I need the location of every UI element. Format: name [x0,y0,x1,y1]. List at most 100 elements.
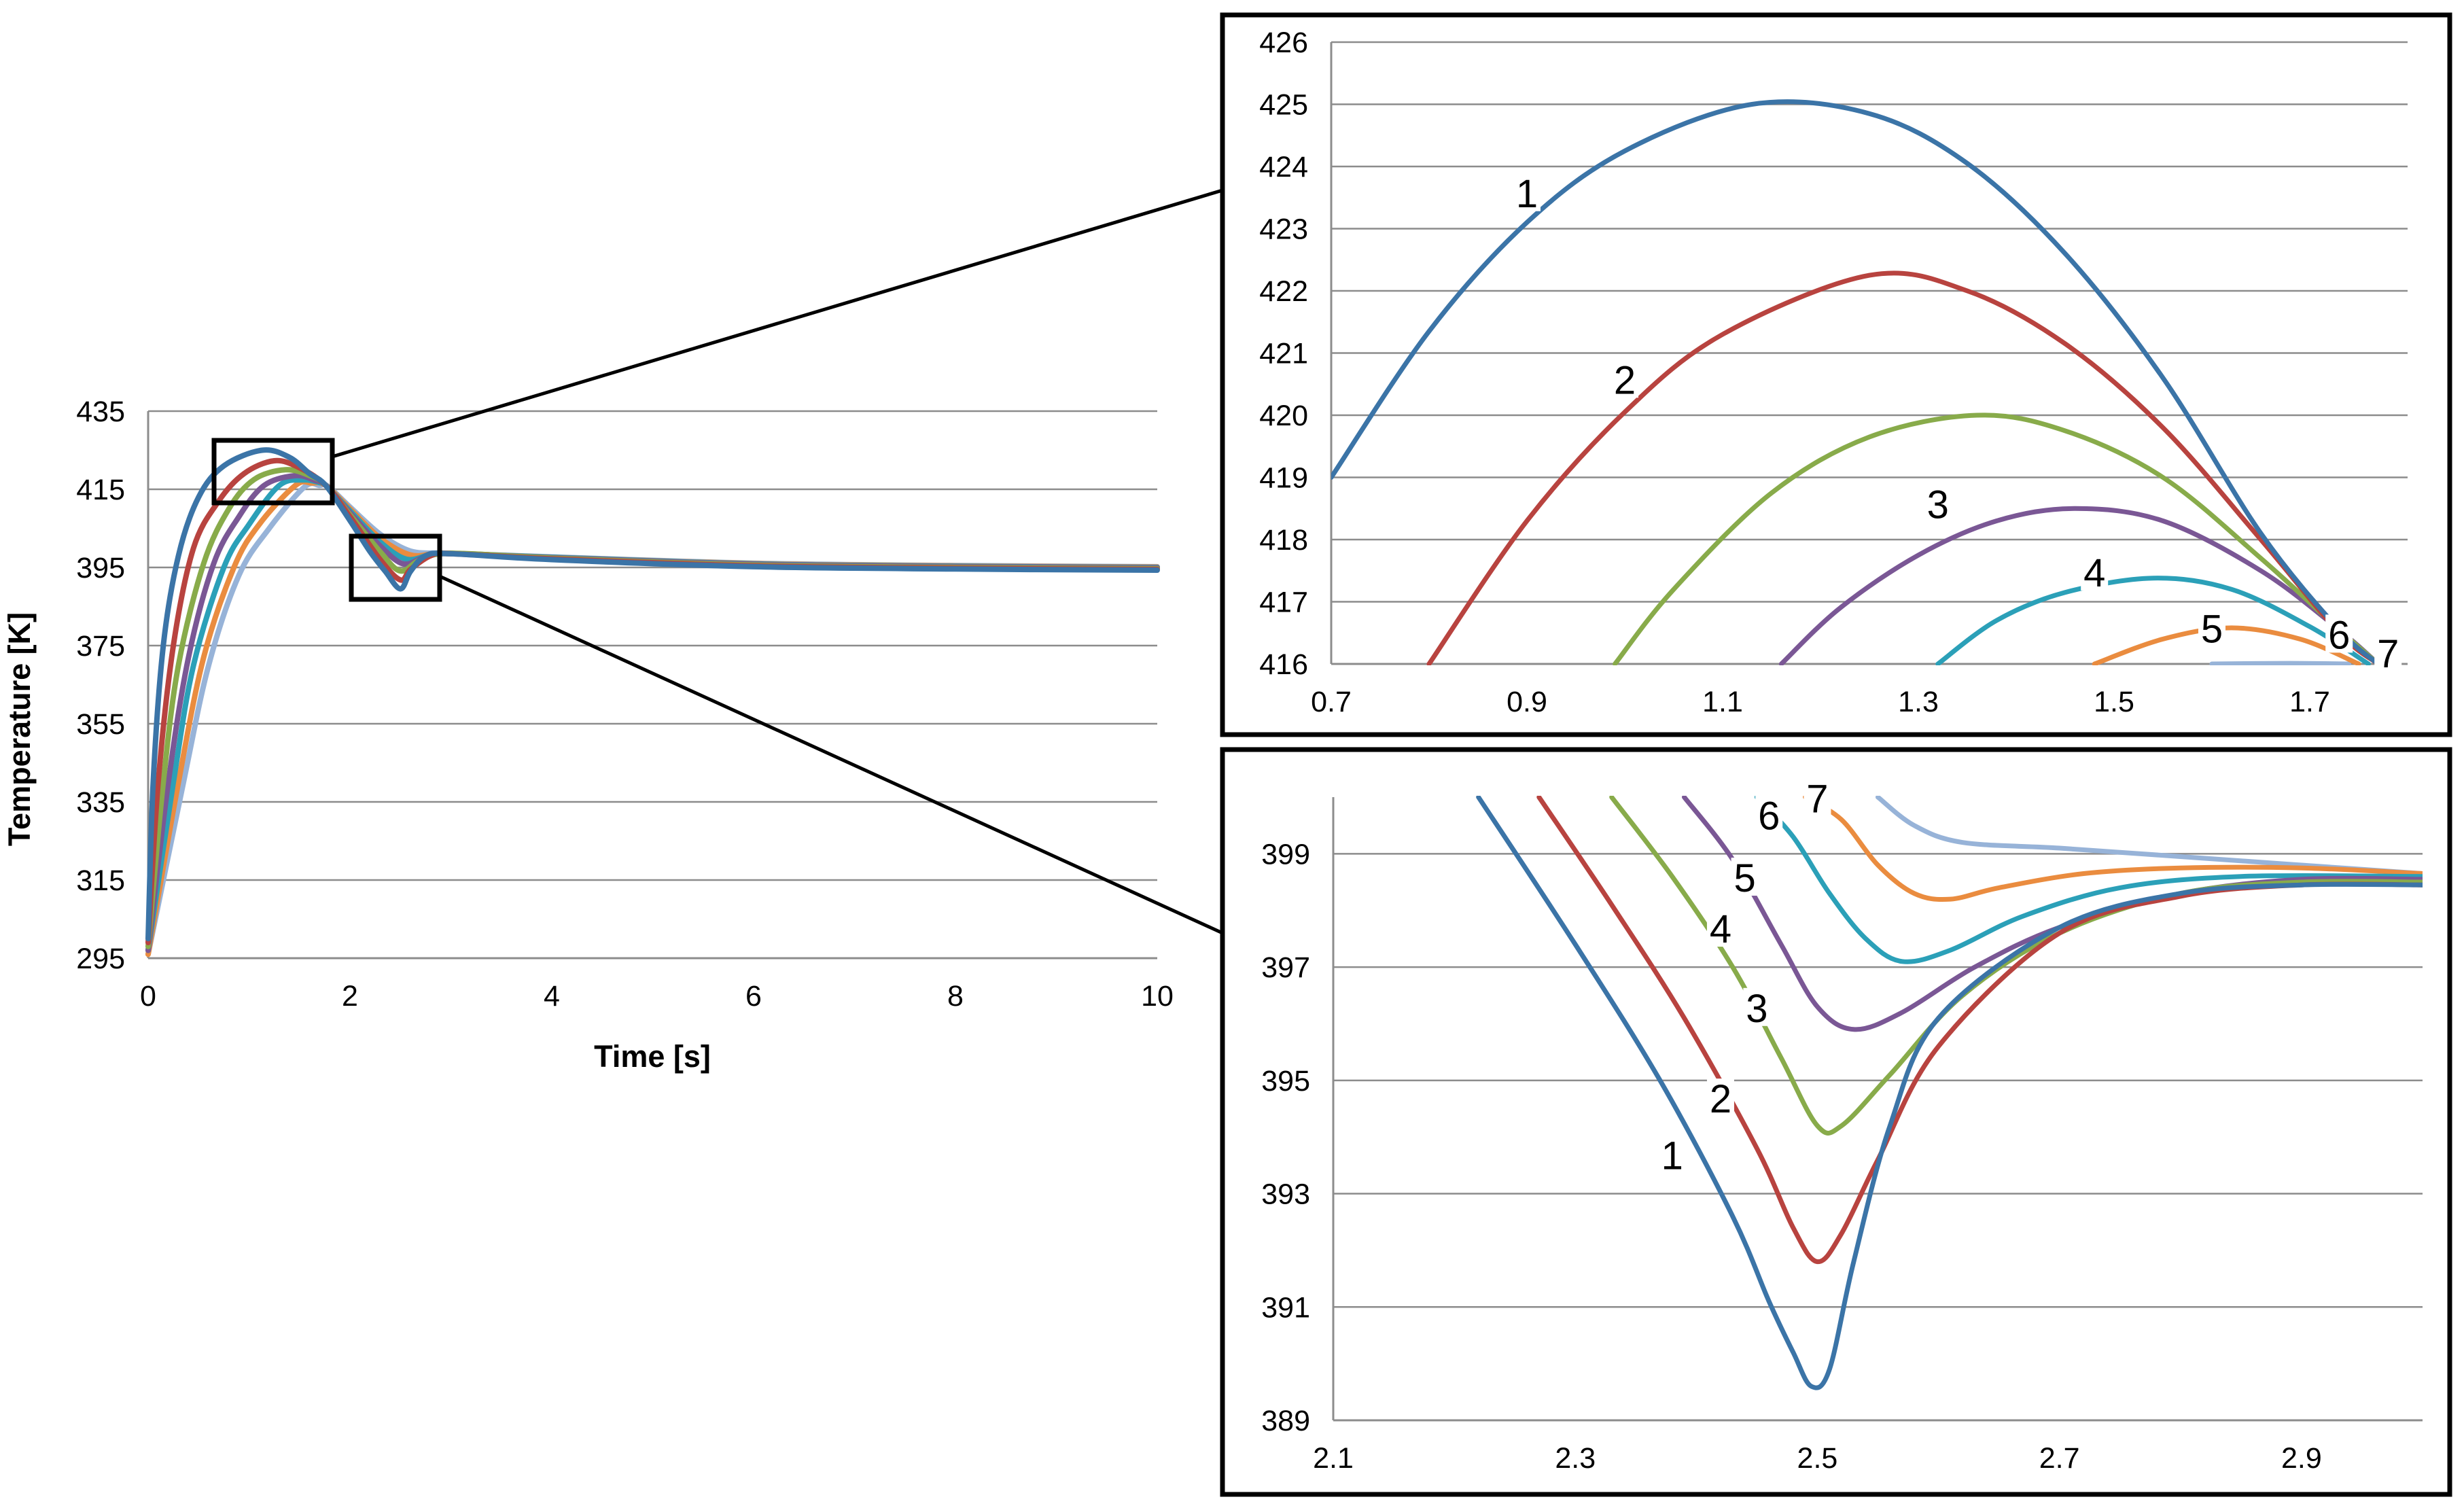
series-6-line [145,478,1160,958]
curve-label: 6 [1758,794,1780,838]
x-tick-label: 2.9 [2281,1442,2322,1475]
y-tick-label: 417 [1259,586,1308,619]
curve-label: 4 [2083,551,2105,595]
curve-label-background [1731,858,1759,896]
curve-label-background [1658,1135,1686,1174]
x-tick-label: 4 [544,980,560,1013]
x-tick-label: 2.7 [2039,1442,2080,1475]
series-7-line [2209,661,2352,665]
main-chart: 295 315 335 355 375 395 415 435 0 2 4 6 8 10 [76,396,1174,1013]
y-tick-label: 375 [76,630,125,663]
x-tick-label: 1.3 [1898,686,1939,718]
series-5-line [1935,576,2371,665]
series-7-line [145,480,1160,958]
x-tick-label: 10 [1141,980,1174,1013]
series-5-line [1754,796,2423,964]
x-tick-label: 1.1 [1702,686,1743,718]
series-2-line [1536,796,2423,1265]
y-tick-label: 395 [76,552,125,584]
series-3-line [1613,412,2381,665]
y-tick-label: 315 [76,864,125,897]
series-6-line [2092,625,2361,665]
x-tick-label: 0.7 [1311,686,1352,718]
curve-label-background [1513,173,1541,211]
curve-label: 4 [1710,907,1731,951]
curve-label-background [1803,778,1831,817]
curve-label: 3 [1746,987,1767,1031]
y-tick-label: 418 [1259,524,1308,557]
y-tick-label: 355 [76,708,125,741]
curve-label-background [1611,359,1638,398]
series-4-line [1778,506,2381,665]
series-2-line [145,457,1160,945]
y-tick-label: 395 [1261,1065,1310,1098]
series-2-line [1426,270,2381,665]
x-axis-label: Time [s] [594,1039,711,1074]
x-tick-label: 2 [342,980,358,1013]
series-1-line [1331,99,2381,665]
y-tick-label: 421 [1259,338,1308,370]
series-4-line [1682,796,2423,1032]
curve-label: 5 [2201,607,2223,651]
y-tick-label: 423 [1259,213,1308,246]
curve-label-background [1755,795,1783,834]
zoom-region-box-2 [349,533,442,602]
y-tick-label: 422 [1259,275,1308,308]
curve-label: 6 [2328,613,2350,657]
zoom-region-box-1 [211,438,335,506]
x-tick-label: 1.5 [2094,686,2134,718]
y-tick-label: 415 [76,474,125,506]
series-7-line [1876,796,2423,876]
series-3-line [145,467,1160,949]
curve-label: 2 [1614,358,1636,402]
curve-label-background [2325,614,2353,653]
y-tick-label: 391 [1261,1291,1310,1324]
curve-label: 7 [1806,777,1828,821]
y-tick-label: 420 [1259,400,1308,432]
curve-label: 5 [1733,856,1755,900]
x-tick-label: 2.3 [1555,1442,1596,1475]
x-tick-label: 1.7 [2289,686,2330,718]
x-tick-label: 2.5 [1797,1442,1838,1475]
curve-label: 1 [1661,1134,1683,1178]
curve-label-background [1924,484,1952,523]
y-tick-label: 425 [1259,89,1308,122]
x-tick-label: 0 [140,980,156,1013]
x-tick-label: 8 [947,980,964,1013]
y-tick-label: 393 [1261,1178,1310,1211]
series-4-line [145,472,1160,953]
curve-label-background [1706,1078,1734,1117]
x-tick-label: 6 [745,980,762,1013]
y-tick-label: 397 [1261,951,1310,984]
curve-label-background [1706,909,1734,947]
y-tick-label: 295 [76,943,125,975]
curve-label: 2 [1710,1077,1731,1121]
zoom-connector-line [438,574,1224,935]
curve-label-background [2081,552,2109,591]
x-tick-label: 0.9 [1507,686,1547,718]
y-axis-label: Temperature [K] [2,612,37,846]
y-tick-label: 419 [1259,462,1308,495]
curve-label: 3 [1927,482,1949,527]
y-tick-label: 435 [76,396,125,428]
zoom-connector-line [332,188,1223,459]
y-tick-label: 416 [1259,648,1308,681]
series-1-line [145,447,1160,942]
curve-label-background [2198,608,2225,647]
curve-label-background [2374,633,2402,671]
zoom-bottom-frame [1220,747,2452,1497]
y-tick-label: 426 [1259,27,1308,59]
y-tick-label: 389 [1261,1405,1310,1437]
series-6-line [1803,796,2423,902]
zoom-overlay [211,12,2452,1497]
curve-label: 1 [1516,172,1538,216]
x-tick-label: 2.1 [1313,1442,1354,1475]
zoom-top-frame [1220,12,2452,737]
y-tick-label: 424 [1259,151,1308,183]
y-tick-label: 335 [76,786,125,819]
series-1-line [1476,796,2423,1390]
y-tick-label: 399 [1261,838,1310,871]
